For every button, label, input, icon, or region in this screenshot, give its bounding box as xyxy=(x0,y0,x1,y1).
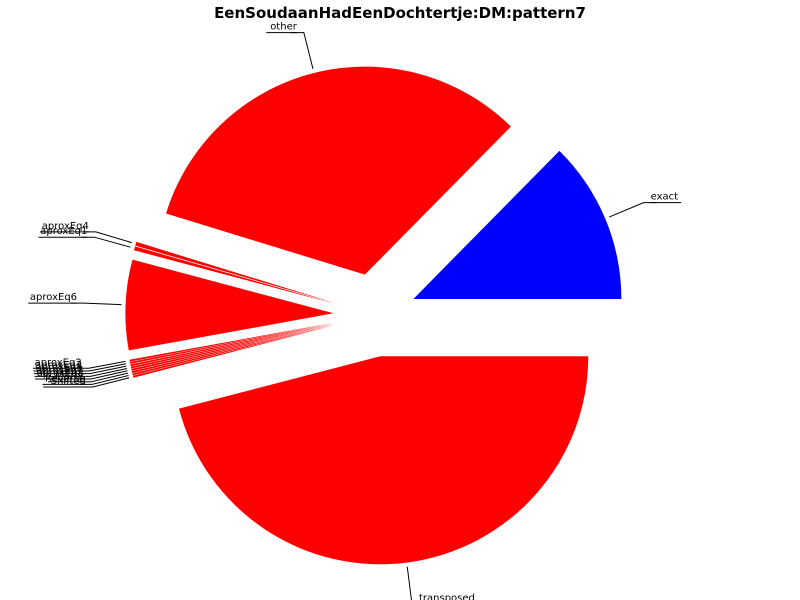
slice-label-reverse: Reverse xyxy=(45,373,85,384)
slice-label-aproxeq7: aproxEq7 xyxy=(36,365,83,376)
pie-slice-aproxeq4 xyxy=(135,241,336,304)
slice-label-aproxeq5: aproxEq5 xyxy=(36,363,83,374)
pie-slices xyxy=(125,66,622,565)
pie-slice-aproxeq2 xyxy=(129,322,335,362)
pie-slice-transposed xyxy=(178,356,589,565)
leader-line-exact xyxy=(608,202,657,218)
pie-slice-exact xyxy=(413,150,622,299)
pie-slice-reverse xyxy=(132,324,335,376)
leader-line-transposed xyxy=(406,566,412,600)
slice-label-aproxeq4: aproxEq4 xyxy=(42,221,89,232)
pie-slice-aproxeq7 xyxy=(130,323,335,369)
slice-label-aproxeq8: aproxEq8 xyxy=(37,368,84,379)
slice-label-shifted: Shifted xyxy=(51,376,86,387)
slice-label-mirror: Mirror xyxy=(55,371,85,382)
pie-slice-aproxeq3 xyxy=(129,322,335,364)
pie-slice-other xyxy=(166,66,511,275)
leader-line-aproxeq1 xyxy=(81,236,131,248)
slice-label-other: other xyxy=(270,22,298,33)
chart-title: EenSoudaanHadEenDochtertje:DM:pattern7 xyxy=(214,4,586,22)
slice-label-aproxeq6: aproxEq6 xyxy=(30,292,77,303)
pie-slice-mirror xyxy=(131,324,335,374)
leader-line-aproxeq6 xyxy=(71,302,122,306)
slice-label-exact: exact xyxy=(651,192,679,203)
slice-label-transposed: transposed xyxy=(419,593,475,600)
pie-slice-aproxeq1 xyxy=(133,246,335,304)
pie-slice-shifted xyxy=(132,325,335,378)
pie-slice-aproxeq5 xyxy=(130,323,335,367)
slice-label-aproxeq3: aproxEq3 xyxy=(35,360,82,371)
slice-label-aproxeq1: aproxEq1 xyxy=(40,226,87,237)
pie-slice-aproxeq6 xyxy=(125,259,334,351)
leader-line-other xyxy=(290,32,314,70)
slice-label-aproxeq2: aproxEq2 xyxy=(35,357,82,368)
pie-slice-aproxeq8 xyxy=(131,324,335,371)
